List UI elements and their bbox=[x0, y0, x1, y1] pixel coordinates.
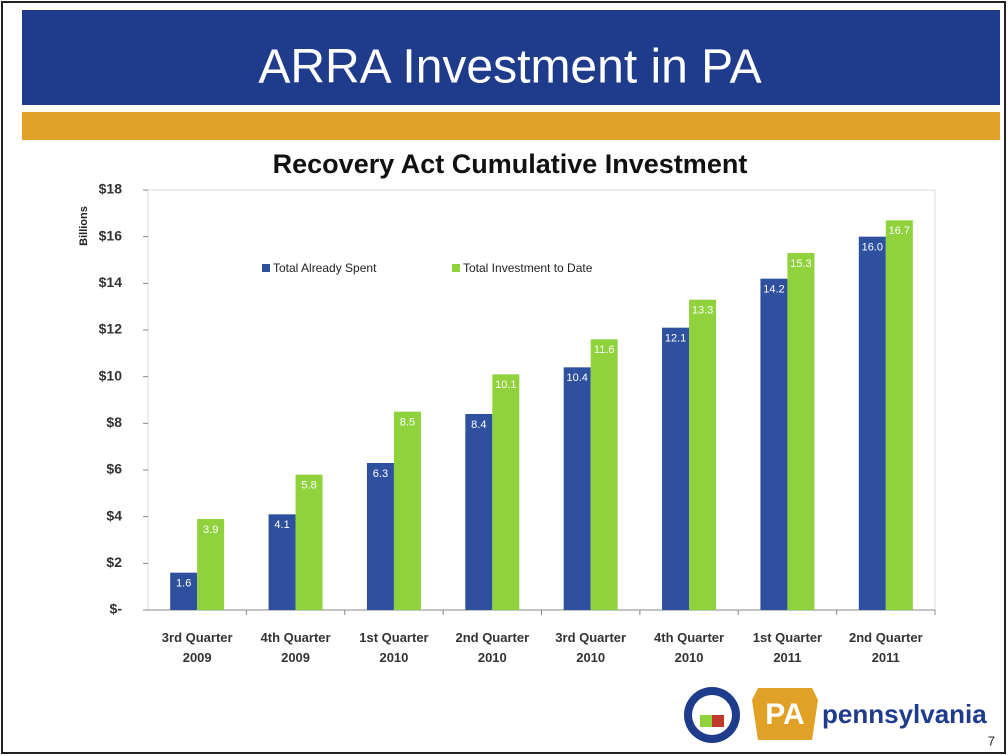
seal-quadrant bbox=[712, 715, 724, 727]
value-label: 3.9 bbox=[203, 524, 218, 536]
value-label: 12.1 bbox=[665, 333, 686, 345]
y-tick-label: $- bbox=[110, 601, 123, 617]
legend-swatch bbox=[452, 264, 460, 272]
keystone bbox=[752, 688, 818, 740]
y-tick-label: $2 bbox=[106, 554, 122, 570]
y-tick-label: $12 bbox=[99, 321, 123, 337]
legend-label: Total Investment to Date bbox=[463, 261, 593, 275]
y-tick-label: $18 bbox=[99, 181, 123, 197]
bar bbox=[295, 474, 323, 610]
legend-swatch bbox=[262, 264, 270, 272]
bar bbox=[393, 411, 421, 610]
y-tick-label: $10 bbox=[99, 367, 123, 383]
x-tick-label: 3rd Quarter 2010 bbox=[555, 630, 627, 665]
value-label: 16.7 bbox=[889, 225, 910, 237]
bar bbox=[885, 220, 913, 611]
bar bbox=[760, 278, 788, 610]
bar bbox=[563, 367, 591, 610]
bar bbox=[689, 299, 717, 610]
y-tick-label: $8 bbox=[106, 414, 122, 430]
value-label: 13.3 bbox=[692, 305, 713, 317]
bar bbox=[590, 339, 618, 610]
plot-area bbox=[147, 189, 936, 611]
x-tick-label: 1st Quarter 2010 bbox=[359, 630, 429, 665]
bar bbox=[170, 572, 198, 610]
bar bbox=[787, 253, 815, 610]
value-label: 5.8 bbox=[301, 480, 316, 492]
bar bbox=[858, 236, 886, 610]
value-label: 8.5 bbox=[400, 417, 415, 429]
logo: PA pennsylvania bbox=[684, 687, 987, 743]
value-label: 11.6 bbox=[594, 344, 615, 356]
x-tick-label: 2nd Quarter 2011 bbox=[848, 630, 923, 665]
y-axis-label: Billions bbox=[78, 206, 90, 246]
page-number: 7 bbox=[988, 733, 995, 748]
accent-band bbox=[22, 112, 1000, 140]
value-label: 16.0 bbox=[862, 242, 883, 254]
bar bbox=[465, 414, 493, 610]
seal-quadrant bbox=[700, 715, 712, 727]
bar bbox=[197, 519, 225, 610]
bar bbox=[268, 514, 296, 610]
x-tick-label: 2nd Quarter 2010 bbox=[455, 630, 530, 665]
value-label: 8.4 bbox=[471, 419, 486, 431]
value-label: 10.4 bbox=[566, 372, 587, 384]
bar bbox=[366, 463, 394, 610]
x-tick-label: 3rd Quarter 2009 bbox=[161, 630, 233, 665]
slide-title: ARRA Investment in PA bbox=[258, 41, 761, 94]
y-tick-label: $14 bbox=[99, 274, 123, 290]
logo-name: pennsylvania bbox=[822, 699, 987, 729]
y-tick-label: $6 bbox=[106, 461, 122, 477]
title-band bbox=[22, 10, 1000, 105]
y-tick-label: $4 bbox=[106, 507, 122, 523]
x-tick-label: 1st Quarter 2011 bbox=[752, 630, 823, 665]
value-label: 6.3 bbox=[373, 468, 388, 480]
bar bbox=[492, 374, 520, 610]
value-label: 15.3 bbox=[790, 258, 811, 270]
y-tick-label: $16 bbox=[99, 227, 123, 243]
value-label: 4.1 bbox=[274, 519, 289, 531]
bar bbox=[662, 327, 690, 610]
chart-title: Recovery Act Cumulative Investment bbox=[273, 149, 748, 179]
value-label: 14.2 bbox=[763, 284, 784, 296]
legend-label: Total Already Spent bbox=[273, 261, 377, 275]
value-label: 10.1 bbox=[495, 379, 516, 391]
logo-badge: PA bbox=[765, 698, 804, 731]
x-tick-label: 4th Quarter 2009 bbox=[260, 630, 331, 665]
x-tick-label: 4th Quarter 2010 bbox=[654, 630, 725, 665]
value-label: 1.6 bbox=[176, 578, 191, 590]
